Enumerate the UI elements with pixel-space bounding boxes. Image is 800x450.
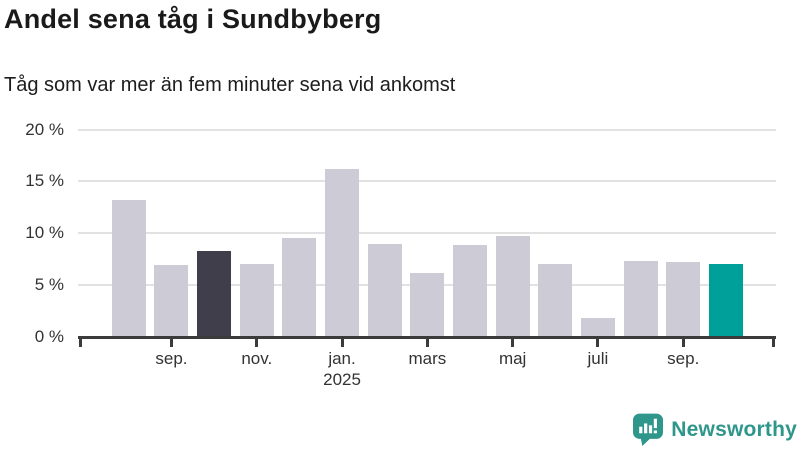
- x-axis-line: [78, 336, 776, 339]
- bar-okt--2025: [708, 264, 743, 337]
- x-axis-label: jan. 2025: [323, 349, 361, 389]
- gridline-20: [78, 128, 776, 131]
- x-axis-label: juli: [587, 349, 609, 368]
- bar-mars-2025: [410, 272, 445, 337]
- axis-end-tick: [772, 339, 775, 347]
- newsworthy-icon: [633, 413, 664, 446]
- x-axis-tick: [511, 339, 515, 347]
- x-axis-label: sep.: [667, 349, 700, 368]
- bar-aug--2025: [623, 261, 658, 337]
- gridline-15: [78, 180, 776, 183]
- x-axis-label: mars: [408, 349, 447, 368]
- y-axis-label: 5 %: [34, 275, 64, 295]
- bar-aug--2024: [111, 200, 146, 337]
- bar-feb--2025: [367, 243, 402, 337]
- y-axis-label: 15 %: [25, 171, 64, 191]
- x-axis-tick: [596, 339, 600, 347]
- y-axis-label: 20 %: [25, 119, 64, 139]
- y-axis-label: 10 %: [25, 223, 64, 243]
- bar-juli-2025: [580, 318, 615, 337]
- bar-okt--2024: [197, 250, 232, 337]
- newsworthy-wordmark: Newsworthy: [671, 418, 797, 441]
- bar-dec--2024: [282, 238, 317, 337]
- x-axis-label: nov.: [241, 349, 273, 368]
- x-axis-tick: [255, 339, 259, 347]
- chart-title: Andel sena tåg i Sundbyberg: [4, 4, 382, 34]
- bar-maj-2025: [495, 236, 530, 337]
- y-axis-label: 0 %: [34, 327, 64, 346]
- x-axis-tick: [169, 339, 173, 347]
- gridline-10: [78, 232, 776, 235]
- bar-juni-2025: [538, 264, 573, 337]
- bar-jan--2025: [325, 168, 360, 337]
- x-axis-tick: [425, 339, 429, 347]
- x-axis-label: sep.: [155, 349, 188, 368]
- bar-sep--2025: [666, 262, 701, 337]
- bar-apr--2025: [453, 244, 487, 337]
- newsworthy-logo: Newsworthy: [633, 413, 797, 447]
- x-axis-tick: [681, 339, 685, 347]
- axis-end-tick: [79, 339, 82, 347]
- x-axis-tick: [340, 339, 344, 347]
- bar-nov--2024: [239, 264, 274, 337]
- x-axis-label: maj: [498, 349, 527, 368]
- chart-subtitle: Tåg som var mer än fem minuter sena vid …: [4, 74, 456, 96]
- bar-sep--2024: [154, 265, 189, 337]
